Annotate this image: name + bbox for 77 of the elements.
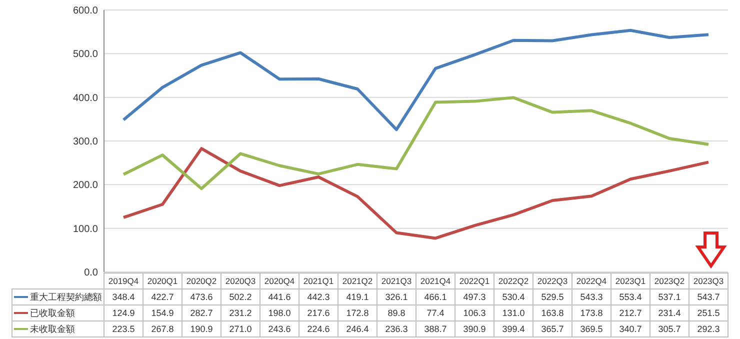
data-label: 369.5	[580, 324, 603, 334]
data-label: 236.3	[385, 324, 408, 334]
data-label: 441.6	[268, 292, 291, 302]
data-label: 246.4	[346, 324, 369, 334]
data-label: 422.7	[151, 292, 174, 302]
data-label: 172.8	[346, 308, 369, 318]
data-label: 163.8	[541, 308, 564, 318]
line-series	[122, 28, 710, 132]
y-tick-label: 100.0	[72, 224, 98, 235]
data-label: 530.4	[502, 292, 525, 302]
data-label: 223.5	[112, 324, 135, 334]
data-label: 466.1	[424, 292, 447, 302]
data-label: 399.4	[502, 324, 525, 334]
data-label: 267.8	[151, 324, 174, 334]
data-label: 231.4	[658, 308, 681, 318]
data-label: 537.1	[658, 292, 681, 302]
data-label: 365.7	[541, 324, 564, 334]
data-label: 124.9	[112, 308, 135, 318]
data-label: 77.4	[426, 308, 444, 318]
data-label: 543.7	[697, 292, 720, 302]
data-label: 243.6	[268, 324, 291, 334]
x-tick-label: 2021Q2	[342, 276, 373, 286]
x-tick-label: 2020Q2	[186, 276, 217, 286]
data-label: 529.5	[541, 292, 564, 302]
data-label: 231.2	[229, 308, 252, 318]
data-label: 442.3	[307, 292, 330, 302]
x-tick-label: 2022Q2	[498, 276, 529, 286]
data-label: 419.1	[346, 292, 369, 302]
data-label: 348.4	[112, 292, 135, 302]
data-label: 217.6	[307, 308, 330, 318]
data-label: 89.8	[388, 308, 406, 318]
y-tick-label: 400.0	[72, 92, 98, 104]
x-tick-label: 2021Q1	[303, 276, 334, 286]
data-label: 305.7	[658, 324, 681, 334]
data-label: 198.0	[268, 308, 291, 318]
data-label: 473.6	[190, 292, 213, 302]
x-tick-label: 2022Q4	[576, 276, 607, 286]
y-tick-label: 0.0	[84, 268, 98, 278]
data-label: 497.3	[463, 292, 486, 302]
x-tick-label: 2020Q4	[264, 276, 295, 286]
data-label: 502.2	[229, 292, 252, 302]
x-tick-label: 2020Q1	[147, 276, 178, 286]
x-tick-label: 2019Q4	[108, 276, 139, 286]
data-label: 326.1	[385, 292, 408, 302]
data-label: 292.3	[697, 324, 720, 334]
data-label: 106.3	[463, 308, 486, 318]
x-tick-label: 2023Q1	[615, 276, 646, 286]
data-label: 390.9	[463, 324, 486, 334]
y-tick-label: 200.0	[72, 180, 98, 192]
data-label: 190.9	[190, 324, 213, 334]
x-tick-label: 2021Q3	[381, 276, 412, 286]
data-label: 388.7	[424, 324, 447, 334]
y-tick-label: 300.0	[72, 136, 98, 148]
y-tick-label: 600.0	[72, 6, 98, 16]
y-tick-label: 500.0	[72, 49, 98, 60]
legend-label: 重大工程契約總額	[30, 292, 102, 302]
data-label: 251.5	[697, 308, 720, 318]
data-label: 131.0	[502, 308, 525, 318]
data-label: 224.6	[307, 324, 330, 334]
data-label: 212.7	[619, 308, 642, 318]
x-tick-label: 2022Q1	[459, 276, 490, 286]
data-label: 282.7	[190, 308, 213, 318]
data-label: 173.8	[580, 308, 603, 318]
x-tick-label: 2023Q2	[654, 276, 685, 286]
x-tick-label: 2022Q3	[537, 276, 568, 286]
data-label: 553.4	[619, 292, 642, 302]
line-series	[122, 96, 710, 190]
x-tick-label: 2023Q3	[693, 276, 724, 286]
data-label: 543.3	[580, 292, 603, 302]
data-label: 154.9	[151, 308, 174, 318]
line-series	[122, 147, 710, 240]
x-tick-label: 2020Q3	[225, 276, 256, 286]
legend-label: 已收取金額	[30, 308, 75, 318]
x-tick-label: 2021Q4	[420, 276, 451, 286]
data-label: 340.7	[619, 324, 642, 334]
data-label: 271.0	[229, 324, 252, 334]
legend-label: 未收取金額	[30, 324, 75, 334]
